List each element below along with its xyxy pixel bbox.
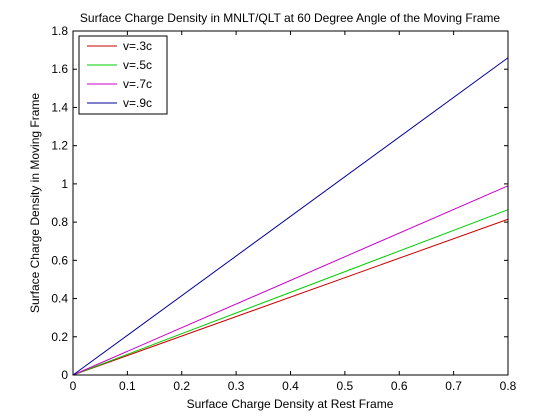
y-tick-label: 0.6 — [51, 253, 68, 267]
y-tick-label: 1.8 — [51, 24, 68, 38]
x-tick-label: 0.3 — [228, 379, 245, 393]
x-axis-label: Surface Charge Density at Rest Frame — [187, 397, 394, 411]
y-tick-label: 0.8 — [51, 215, 68, 229]
series-line-2 — [72, 185, 509, 376]
y-tick-label: 1.4 — [51, 100, 68, 114]
legend-label: v=.7c — [123, 77, 152, 91]
legend-label: v=.3c — [123, 39, 152, 53]
x-axis-ticks: 0 0.1 0.2 0.3 0.4 0.5 0.6 0.7 0.8 — [70, 31, 517, 393]
legend-box — [78, 35, 168, 115]
legend-label: v=.5c — [123, 58, 152, 72]
legend: v=.3c v=.5c v=.7c v=.9c — [78, 35, 168, 115]
x-tick-label: 0.4 — [282, 379, 299, 393]
y-tick-label: 1.6 — [51, 62, 68, 76]
y-tick-label: 0.2 — [51, 330, 68, 344]
x-tick-label: 0 — [70, 379, 77, 393]
x-tick-label: 0.6 — [391, 379, 408, 393]
series-line-0 — [72, 218, 509, 376]
x-tick-label: 0.5 — [337, 379, 354, 393]
x-tick-label: 0.7 — [445, 379, 462, 393]
y-tick-label: 1 — [61, 177, 68, 191]
series-line-1 — [72, 209, 509, 376]
legend-label: v=.9c — [123, 96, 152, 110]
x-tick-label: 0.8 — [500, 379, 517, 393]
y-tick-label: 0.4 — [51, 292, 68, 306]
y-tick-label: 1.2 — [51, 139, 68, 153]
x-tick-label: 0.2 — [173, 379, 190, 393]
series-layer — [72, 57, 509, 376]
chart-title: Surface Charge Density in MNLT/QLT at 60… — [80, 11, 501, 25]
y-tick-label: 0 — [61, 368, 68, 382]
y-axis-label: Surface Charge Density in Moving Frame — [28, 93, 42, 313]
series-line-3 — [72, 57, 509, 376]
y-axis-ticks: 0 0.2 0.4 0.6 0.8 1 1.2 1.4 1.6 1.8 — [51, 24, 508, 382]
x-tick-label: 0.1 — [119, 379, 136, 393]
